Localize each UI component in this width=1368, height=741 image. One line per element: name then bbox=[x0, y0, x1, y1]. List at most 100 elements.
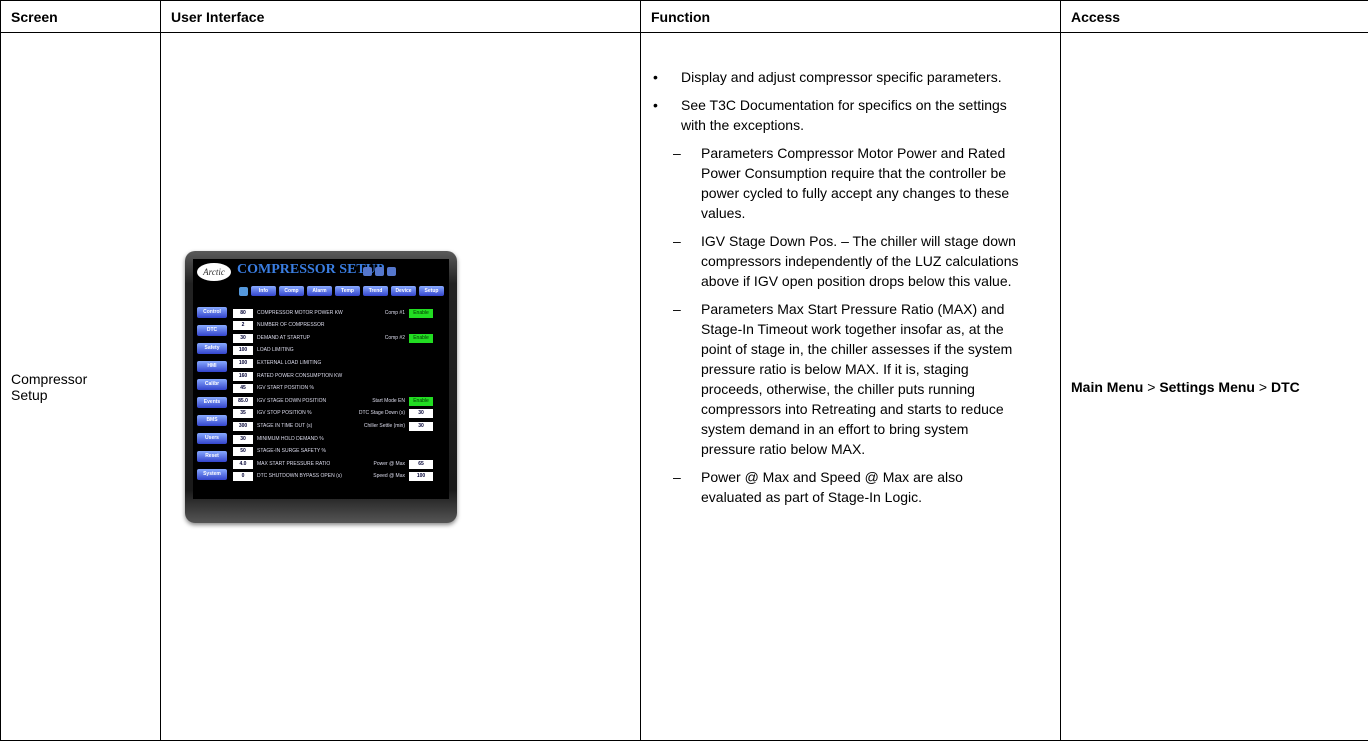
side-button: System bbox=[197, 469, 227, 480]
logo: Arctic bbox=[197, 263, 231, 281]
tab: Info bbox=[251, 286, 276, 296]
param-value: 30 bbox=[233, 435, 253, 444]
side-button: DTC bbox=[197, 325, 227, 336]
tab: Trend bbox=[363, 286, 388, 296]
tab: Device bbox=[391, 286, 416, 296]
sub-item: –Parameters Max Start Pressure Ratio (MA… bbox=[653, 299, 1050, 459]
param-value: 80 bbox=[233, 309, 253, 318]
param-label: MAX START PRESSURE RATIO bbox=[257, 461, 330, 467]
param-value: 4.0 bbox=[233, 460, 253, 469]
side-label: Speed @ Max bbox=[343, 473, 405, 479]
bullet-text: See T3C Documentation for specifics on t… bbox=[681, 95, 1035, 135]
bullet-mark: • bbox=[653, 67, 681, 87]
function-cell: •Display and adjust compressor specific … bbox=[641, 33, 1061, 741]
sub-item: –IGV Stage Down Pos. – The chiller will … bbox=[653, 231, 1050, 291]
screen-cell: Compressor Setup bbox=[1, 33, 161, 741]
side-value: 65 bbox=[409, 460, 433, 469]
icon bbox=[363, 267, 372, 276]
header-cell: User Interface bbox=[161, 1, 641, 33]
dash-mark: – bbox=[673, 231, 701, 291]
side-button: Reset bbox=[197, 451, 227, 462]
side-button: Users bbox=[197, 433, 227, 444]
side-label: Chiller Settle (min) bbox=[343, 423, 405, 429]
param-value: 2 bbox=[233, 321, 253, 330]
menu-item: Settings Menu bbox=[1159, 379, 1255, 395]
param-label: LOAD LIMITING bbox=[257, 347, 294, 353]
param-label: IGV START POSITION % bbox=[257, 385, 314, 391]
tab: Setup bbox=[419, 286, 444, 296]
bullet-item: •See T3C Documentation for specifics on … bbox=[653, 95, 1050, 135]
body-row: Compressor Setup Arctic COMPRESSOR SETUP… bbox=[1, 33, 1368, 741]
tab: Alarm bbox=[307, 286, 332, 296]
param-label: MINIMUM HOLD DEMAND % bbox=[257, 436, 324, 442]
tab: Temp bbox=[335, 286, 360, 296]
param-label: EXTERNAL LOAD LIMITING bbox=[257, 360, 321, 366]
side-button: BMS bbox=[197, 415, 227, 426]
side-value: Enable bbox=[409, 334, 433, 343]
access-cell: Main Menu > Settings Menu > DTC bbox=[1061, 33, 1368, 741]
param-label: COMPRESSOR MOTOR POWER KW bbox=[257, 310, 343, 316]
param-label: NUMBER OF COMPRESSOR bbox=[257, 322, 325, 328]
icon bbox=[387, 267, 396, 276]
header-cell: Screen bbox=[1, 1, 161, 33]
param-value: 0 bbox=[233, 472, 253, 481]
side-label: Comp #1 bbox=[343, 310, 405, 316]
menu-item: DTC bbox=[1271, 379, 1300, 395]
sub-text: Power @ Max and Speed @ Max are also eva… bbox=[701, 467, 1021, 507]
tab: Comp bbox=[279, 286, 304, 296]
side-value: Enable bbox=[409, 397, 433, 406]
separator: > bbox=[1255, 379, 1271, 395]
side-value: 30 bbox=[409, 409, 433, 418]
menu-item: Main Menu bbox=[1071, 379, 1143, 395]
side-button: Events bbox=[197, 397, 227, 408]
screen-name: Compressor Setup bbox=[11, 371, 101, 403]
sub-item: –Parameters Compressor Motor Power and R… bbox=[653, 143, 1050, 223]
param-value: 45 bbox=[233, 384, 253, 393]
param-value: 35 bbox=[233, 409, 253, 418]
sub-text: Parameters Max Start Pressure Ratio (MAX… bbox=[701, 299, 1021, 459]
side-label: Start Mode EN bbox=[343, 398, 405, 404]
side-button: Calibr bbox=[197, 379, 227, 390]
sub-text: Parameters Compressor Motor Power and Ra… bbox=[701, 143, 1021, 223]
param-value: 100 bbox=[233, 359, 253, 368]
icon bbox=[239, 287, 248, 296]
param-label: IGV STOP POSITION % bbox=[257, 410, 312, 416]
param-label: IGV STAGE DOWN POSITION bbox=[257, 398, 326, 404]
param-value: 100 bbox=[233, 346, 253, 355]
header-cell: Function bbox=[641, 1, 1061, 33]
side-button: Safety bbox=[197, 343, 227, 354]
side-value: Enable bbox=[409, 309, 433, 318]
sub-item: –Power @ Max and Speed @ Max are also ev… bbox=[653, 467, 1050, 507]
param-label: STAGE-IN SURGE SAFETY % bbox=[257, 448, 326, 454]
dash-mark: – bbox=[673, 299, 701, 459]
param-label: DTC SHUTDOWN BYPASS OPEN (s) bbox=[257, 473, 342, 479]
side-label: DTC Stage Down (s) bbox=[343, 410, 405, 416]
param-value: 300 bbox=[233, 422, 253, 431]
side-button: HMI bbox=[197, 361, 227, 372]
side-label: Power @ Max bbox=[343, 461, 405, 467]
header-cell: Access bbox=[1061, 1, 1368, 33]
bullet-mark: • bbox=[653, 95, 681, 135]
param-label: RATED POWER CONSUMPTION KW bbox=[257, 373, 342, 379]
icon bbox=[375, 267, 384, 276]
side-button: Control bbox=[197, 307, 227, 318]
param-label: DEMAND AT STARTUP bbox=[257, 335, 310, 341]
header-row: Screen User Interface Function Access bbox=[1, 1, 1368, 33]
bullet-item: •Display and adjust compressor specific … bbox=[653, 67, 1050, 87]
side-value: 100 bbox=[409, 472, 433, 481]
dash-mark: – bbox=[673, 467, 701, 507]
param-label: STAGE IN TIME OUT (s) bbox=[257, 423, 312, 429]
side-label: Comp #2 bbox=[343, 335, 405, 341]
param-value: 160 bbox=[233, 372, 253, 381]
sub-text: IGV Stage Down Pos. – The chiller will s… bbox=[701, 231, 1021, 291]
bullet-text: Display and adjust compressor specific p… bbox=[681, 67, 1035, 87]
param-value: 50 bbox=[233, 447, 253, 456]
param-value: 85.0 bbox=[233, 397, 253, 406]
side-value: 30 bbox=[409, 422, 433, 431]
dash-mark: – bbox=[673, 143, 701, 223]
